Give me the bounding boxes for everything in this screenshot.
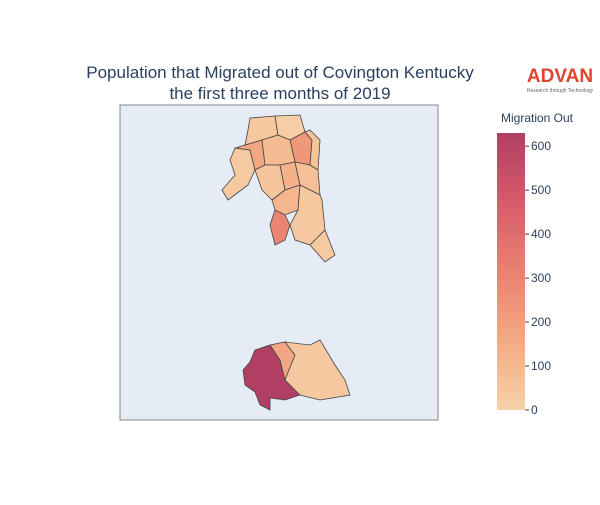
region	[284, 339, 351, 401]
colorbar-tick-label: 200	[531, 315, 551, 329]
logo-text: ADVAN	[527, 66, 593, 87]
region	[269, 209, 291, 246]
colorbar	[497, 133, 525, 410]
chart-title: Population that Migrated out of Covingto…	[86, 63, 474, 82]
colorbar-title: Migration Out	[501, 111, 574, 125]
colorbar-ticks: 0 100 200 300 400 500 600	[525, 139, 551, 417]
region	[309, 229, 336, 263]
region	[294, 161, 321, 196]
colorbar-tick-label: 300	[531, 271, 551, 285]
colorbar-tick-label: 500	[531, 183, 551, 197]
colorbar-tick-label: 0	[531, 403, 538, 417]
colorbar-tick-label: 100	[531, 359, 551, 373]
regions	[221, 114, 351, 411]
chart-subtitle: the first three months of 2019	[169, 84, 390, 103]
colorbar-tick-label: 600	[531, 139, 551, 153]
logo-tagline: Research through Technology	[527, 88, 594, 94]
colorbar-tick-label: 400	[531, 227, 551, 241]
